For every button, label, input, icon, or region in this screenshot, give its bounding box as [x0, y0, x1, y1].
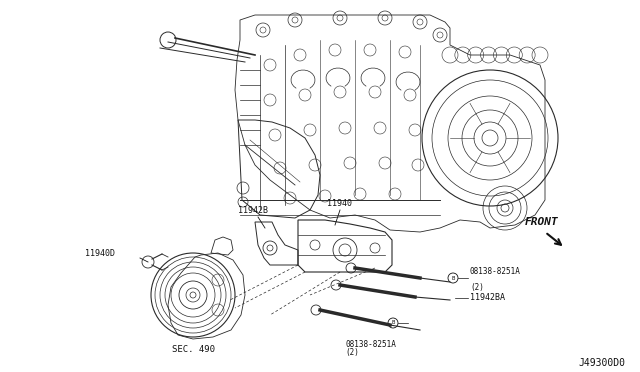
Text: 11942B: 11942B	[238, 206, 268, 215]
Text: 11940D: 11940D	[85, 248, 115, 257]
Text: 11942BA: 11942BA	[470, 292, 505, 301]
Text: J49300D0: J49300D0	[578, 358, 625, 368]
Text: B: B	[451, 276, 454, 280]
Text: FRONT: FRONT	[525, 217, 559, 227]
Text: 08138-8251A: 08138-8251A	[470, 267, 521, 276]
Text: (2): (2)	[345, 348, 359, 357]
Text: 08138-8251A: 08138-8251A	[345, 340, 396, 349]
Text: B: B	[392, 321, 395, 326]
Text: SEC. 490: SEC. 490	[172, 345, 214, 354]
Text: (2): (2)	[470, 283, 484, 292]
Text: 11940: 11940	[328, 199, 353, 208]
